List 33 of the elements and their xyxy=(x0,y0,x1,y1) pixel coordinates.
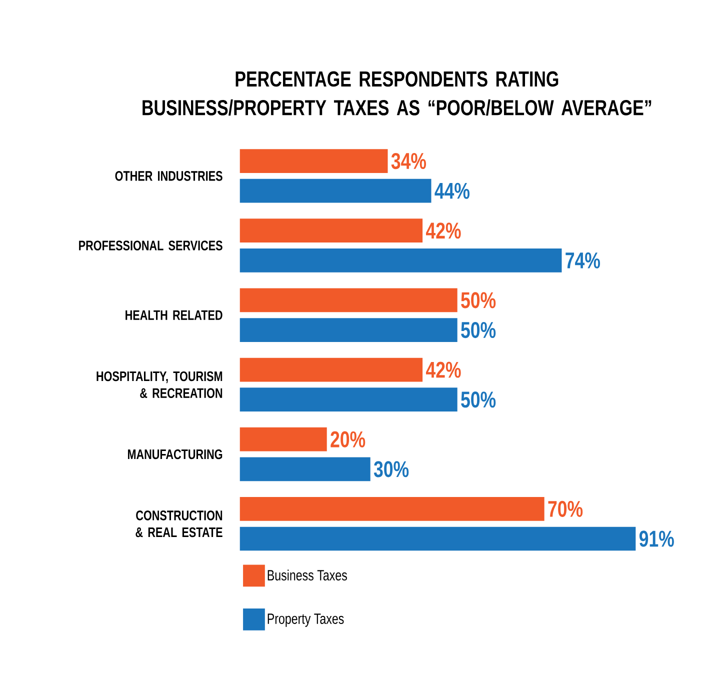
y-tick-label: HEALTH RELATED xyxy=(126,310,222,320)
y-tick-label: MANUFACTURING xyxy=(128,449,222,460)
data-label: 74% xyxy=(566,252,600,269)
bar xyxy=(240,428,327,452)
y-tick-label: PROFESSIONAL SERVICES xyxy=(79,240,222,251)
data-label: 20% xyxy=(330,431,366,448)
data-label: 70% xyxy=(548,500,583,518)
bar xyxy=(240,288,458,312)
data-label: 50% xyxy=(461,322,496,338)
bar xyxy=(240,497,544,521)
bar xyxy=(240,457,370,482)
legend-label: Business Taxes xyxy=(268,570,347,581)
data-label: 30% xyxy=(374,461,409,478)
data-label: 42% xyxy=(426,222,461,239)
y-tick-label: CONSTRUCTION & REAL ESTATE xyxy=(136,510,222,538)
y-tick-label: OTHER INDUSTRIES xyxy=(115,171,222,181)
data-label: 42% xyxy=(426,362,461,378)
bar xyxy=(240,318,458,342)
legend-label: Property Taxes xyxy=(268,614,344,627)
bar xyxy=(240,526,636,551)
bar xyxy=(240,218,423,243)
chart-title: PERCENTAGE RESPONDENTS RATING BUSINESS/PROPERTY TAXES AS “POOR/BELOW AVERAGE” xyxy=(142,71,652,116)
data-label: 50% xyxy=(461,392,496,408)
bar xyxy=(240,179,432,203)
y-tick-label: HOSPITALITY, TOURISM & RECREATION xyxy=(96,371,222,398)
data-label: 91% xyxy=(639,530,674,547)
bar xyxy=(240,248,562,272)
bar xyxy=(240,358,423,382)
data-label: 50% xyxy=(461,292,496,308)
data-label: 44% xyxy=(434,182,470,199)
bar xyxy=(240,388,458,412)
data-label: 34% xyxy=(391,153,426,170)
bar xyxy=(240,149,388,174)
